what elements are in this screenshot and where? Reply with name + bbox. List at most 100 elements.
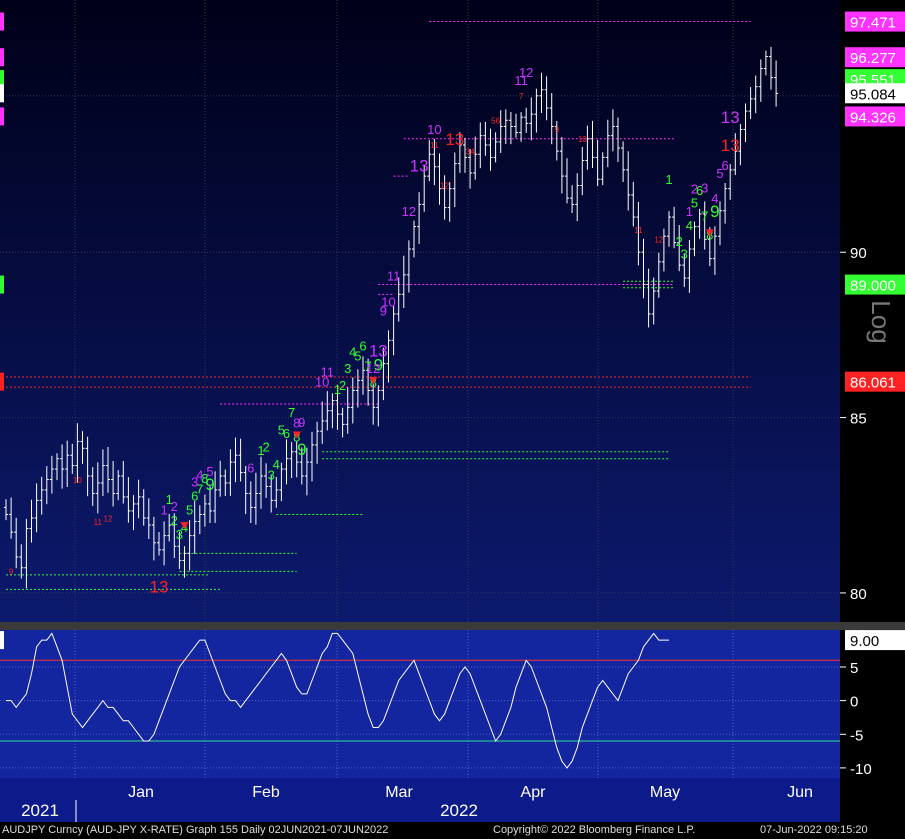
- candle: [514, 113, 518, 138]
- candle: [524, 107, 529, 133]
- oscillator-panel-background: [0, 630, 840, 778]
- sequential-count-label: 12: [440, 182, 449, 191]
- candle: [197, 505, 202, 535]
- sequential-count-label: 7: [288, 405, 295, 420]
- oscillator: [0, 632, 840, 769]
- candle: [718, 201, 722, 246]
- candle: [391, 305, 396, 356]
- candle: [406, 240, 411, 293]
- candle: [661, 228, 666, 272]
- x-axis-month-label: Mar: [385, 784, 413, 801]
- candle: [376, 385, 381, 427]
- sequential-count-label: 2: [171, 513, 178, 528]
- candle: [44, 466, 49, 505]
- price-badge: [845, 371, 905, 392]
- candle: [192, 501, 197, 554]
- sequential-count-label: 9: [297, 440, 306, 459]
- sequential-count-label: 2: [262, 440, 269, 455]
- candle: [539, 72, 544, 113]
- footer-security-info: AUDJPY Curncy (AUD-JPY X-RATE) Graph 155…: [2, 824, 389, 836]
- price-badge-label: 94.326: [850, 109, 896, 126]
- candle: [121, 461, 126, 504]
- sequential-count-label: 1: [686, 204, 693, 219]
- sequential-count-label: 13: [410, 157, 429, 176]
- oscillator-axis: 50-5-10109.00: [0, 627, 905, 778]
- sequential-count-label: 9: [9, 568, 14, 577]
- candle: [218, 460, 223, 497]
- candle: [544, 76, 549, 121]
- candle: [396, 277, 401, 322]
- price-badge: [845, 106, 905, 127]
- x-axis-month-label: Jun: [787, 784, 813, 801]
- price-axis-tick-label: 90: [850, 245, 867, 262]
- candle: [157, 531, 161, 556]
- candle: [274, 477, 279, 508]
- candle: [381, 347, 386, 401]
- candle: [646, 268, 651, 328]
- candle: [554, 120, 559, 161]
- candle: [600, 152, 605, 186]
- candle: [728, 163, 733, 200]
- sequential-count-label: 6: [191, 488, 198, 503]
- candle: [330, 393, 335, 429]
- candle: [9, 497, 14, 539]
- candle: [605, 119, 610, 168]
- down-arrow-icon: [705, 229, 714, 237]
- candle: [284, 439, 289, 485]
- tdst-lines: [6, 21, 751, 590]
- oscillator-axis-tick-label: -5: [850, 727, 863, 744]
- candle: [70, 443, 75, 474]
- sequential-count-label: 6: [721, 158, 728, 173]
- sequential-count-label: 11: [514, 73, 528, 88]
- candle: [310, 431, 314, 482]
- price-badge-label: 95.084: [850, 86, 896, 103]
- candle: [774, 60, 779, 107]
- candle: [769, 46, 773, 90]
- candle: [758, 59, 763, 102]
- candle: [248, 481, 253, 523]
- sequential-count-label: 6: [696, 183, 703, 198]
- candle: [687, 240, 692, 293]
- sequential-count-label: 11: [321, 364, 335, 379]
- sequential-count-label: 10: [578, 135, 587, 144]
- candle: [350, 377, 355, 424]
- price-badge-label: 96.277: [850, 50, 896, 67]
- candle: [534, 88, 539, 133]
- footer-bar: AUDJPY Curncy (AUD-JPY X-RATE) Graph 155…: [0, 822, 905, 839]
- candle: [498, 110, 503, 153]
- oscillator-axis-tick-label: 0: [850, 694, 858, 711]
- candle: [136, 479, 141, 519]
- sequential-count-label: 13: [721, 108, 740, 127]
- oscillator-line: [6, 632, 669, 769]
- candle: [213, 471, 218, 523]
- candle: [677, 225, 682, 272]
- sequential-count-label: 10: [73, 476, 82, 485]
- month-gridlines: [74, 0, 734, 778]
- sequential-count-label: 13: [369, 341, 388, 360]
- price-badge: [845, 83, 905, 104]
- signal-arrows: [180, 229, 714, 530]
- candle: [100, 449, 105, 497]
- candle: [585, 125, 590, 170]
- candle: [386, 330, 391, 383]
- candle: [626, 151, 631, 211]
- candle: [80, 431, 85, 464]
- candle: [126, 477, 131, 523]
- candle: [259, 456, 263, 509]
- x-axis-month-label: May: [650, 784, 680, 801]
- candle: [432, 138, 437, 186]
- price-badge-left-marker: [0, 84, 4, 103]
- candle: [325, 391, 330, 431]
- sequential-count-label: 9: [298, 415, 305, 430]
- candle: [733, 133, 738, 176]
- candle: [4, 499, 8, 521]
- candle: [616, 117, 620, 162]
- candle: [463, 137, 467, 173]
- sequential-count-label: 9: [205, 475, 214, 494]
- candle: [202, 494, 207, 527]
- oscillator-left-marker: [0, 631, 4, 650]
- candle: [238, 438, 243, 482]
- log-scale-indicator: Log: [866, 300, 896, 343]
- candle: [340, 407, 345, 438]
- candle: [355, 369, 360, 408]
